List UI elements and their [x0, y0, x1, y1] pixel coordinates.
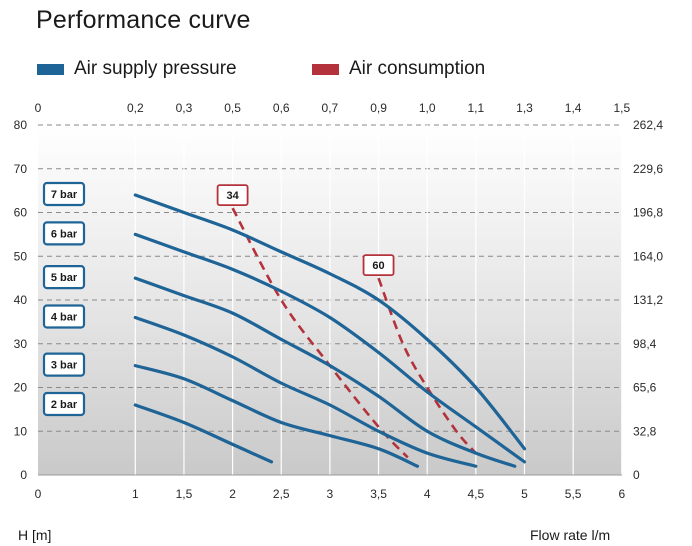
x-axis-label: Flow rate l/m — [530, 527, 611, 543]
y-tick-label: 80 — [14, 118, 28, 132]
y2-tick-label: 229,6 — [633, 162, 663, 176]
y-tick-label: 10 — [14, 424, 28, 438]
pressure-tag-7-bar: 7 bar — [42, 181, 86, 207]
pressure-tag-label: 6 bar — [51, 228, 78, 240]
y2-tick-label: 131,2 — [633, 293, 663, 307]
x2-tick-label: 0 — [35, 101, 42, 115]
x-tick-label: 4,5 — [468, 487, 485, 501]
x2-tick-label: 1,4 — [565, 101, 582, 115]
pressure-line-6-bar — [133, 232, 527, 464]
x-tick-label: 1,5 — [176, 487, 193, 501]
grid-lines — [38, 124, 623, 476]
pressure-tag-box — [42, 221, 86, 246]
y2-tick-label: 164,0 — [633, 249, 663, 263]
y2-tick-label: 196,8 — [633, 206, 663, 220]
x2-tick-label: 0,2 — [127, 101, 144, 115]
pressure-tag-3-bar: 3 bar — [42, 352, 86, 377]
pressure-tag-box — [42, 352, 86, 377]
x2-tick-label: 0,6 — [273, 101, 290, 115]
pressure-tag-label: 4 bar — [51, 312, 78, 324]
y2-tick-label: 98,4 — [633, 337, 657, 351]
pressure-tag-label: 5 bar — [51, 272, 78, 284]
pressure-line-4-bar — [133, 315, 478, 468]
legend-item-air-consumption: Air consumption — [312, 56, 485, 82]
consumption-tag-60: 60 — [362, 254, 395, 277]
y-tick-label: 40 — [14, 293, 28, 307]
x2-tick-label: 0,9 — [370, 101, 387, 115]
x2-tick-label: 1,5 — [613, 101, 630, 115]
y-tick-label: 20 — [14, 381, 28, 395]
x2-tick-label: 1,1 — [468, 101, 485, 115]
pressure-tag-label: 7 bar — [51, 189, 78, 201]
x2-tick-label: 0,5 — [224, 101, 241, 115]
legend-swatch-red — [312, 63, 339, 75]
x-axis-ticks: 0 1 1,5 2 2,5 3 3,5 4 4,5 5 5,5 6 — [35, 487, 626, 501]
x-tick-label: 2,5 — [273, 487, 290, 501]
x2-tick-label: 0,7 — [322, 101, 339, 115]
series-tags: 34 60 7 bar 6 bar 5 bar 4 bar 3 bar 2 bar — [42, 181, 395, 417]
x-tick-label: 6 — [618, 487, 625, 501]
y-tick-label: 70 — [14, 162, 28, 176]
x-tick-label: 4 — [424, 487, 431, 501]
x2-tick-label: 1,3 — [516, 101, 533, 115]
x2-tick-label: 0,3 — [176, 101, 193, 115]
pressure-tag-box — [42, 265, 86, 290]
pressure-tag-label: 3 bar — [51, 360, 78, 372]
pressure-line-2-bar — [133, 403, 274, 464]
legend-label: Air supply pressure — [74, 58, 237, 79]
y2-tick-label: 65,6 — [633, 381, 657, 395]
pressure-tag-box — [42, 391, 86, 417]
pressure-tag-label: 2 bar — [51, 399, 78, 411]
y2-axis-ticks: 0 32,8 65,6 98,4 131,2 164,0 196,8 229,6 262,4 — [633, 118, 663, 482]
consumption-tag-box — [362, 254, 395, 277]
y-tick-label: 30 — [14, 337, 28, 351]
y2-tick-label: 0 — [633, 468, 640, 482]
pressure-tag-box — [42, 304, 86, 329]
y-axis-label: H [m] — [18, 527, 52, 543]
y-tick-label: 60 — [14, 206, 28, 220]
pressure-line-7-bar — [133, 193, 527, 451]
consumption-tag-label: 34 — [226, 190, 239, 202]
air-consumption-line-60 — [377, 277, 477, 455]
pressure-line-5-bar — [133, 276, 517, 468]
x2-axis-ticks: 0 0,2 0,3 0,5 0,6 0,7 0,9 1,0 1,1 1,3 1,4 1,5 — [35, 101, 631, 115]
x-tick-label: 5,5 — [565, 487, 582, 501]
y2-tick-label: 32,8 — [633, 424, 657, 438]
air-supply-pressure-curves — [133, 193, 527, 468]
legend-swatch-blue — [37, 63, 64, 75]
pressure-tag-2-bar: 2 bar — [42, 391, 86, 417]
pressure-line-3-bar — [133, 364, 420, 468]
x-tick-label: 1 — [132, 487, 139, 501]
y2-tick-label: 262,4 — [633, 118, 663, 132]
x-tick-label: 0 — [35, 487, 42, 501]
chart-title: Performance curve — [36, 6, 251, 34]
x-tick-label: 3 — [327, 487, 334, 501]
consumption-tag-34: 34 — [216, 184, 249, 207]
x-tick-label: 2 — [229, 487, 236, 501]
pressure-tag-box — [42, 181, 86, 207]
y-tick-label: 50 — [14, 249, 28, 263]
x-tick-label: 3,5 — [370, 487, 387, 501]
x2-tick-label: 1,0 — [419, 101, 436, 115]
pressure-tag-4-bar: 4 bar — [42, 304, 86, 329]
legend-item-air-supply-pressure: Air supply pressure — [37, 56, 237, 82]
consumption-tag-box — [216, 184, 249, 207]
y-tick-label: 0 — [20, 468, 27, 482]
x-tick-label: 5 — [521, 487, 528, 501]
pressure-tag-6-bar: 6 bar — [42, 221, 86, 246]
consumption-tag-label: 60 — [372, 260, 384, 272]
y-axis-ticks: 0 10 20 30 40 50 60 70 80 — [14, 118, 28, 482]
pressure-tag-5-bar: 5 bar — [42, 265, 86, 290]
legend-label: Air consumption — [349, 58, 486, 79]
